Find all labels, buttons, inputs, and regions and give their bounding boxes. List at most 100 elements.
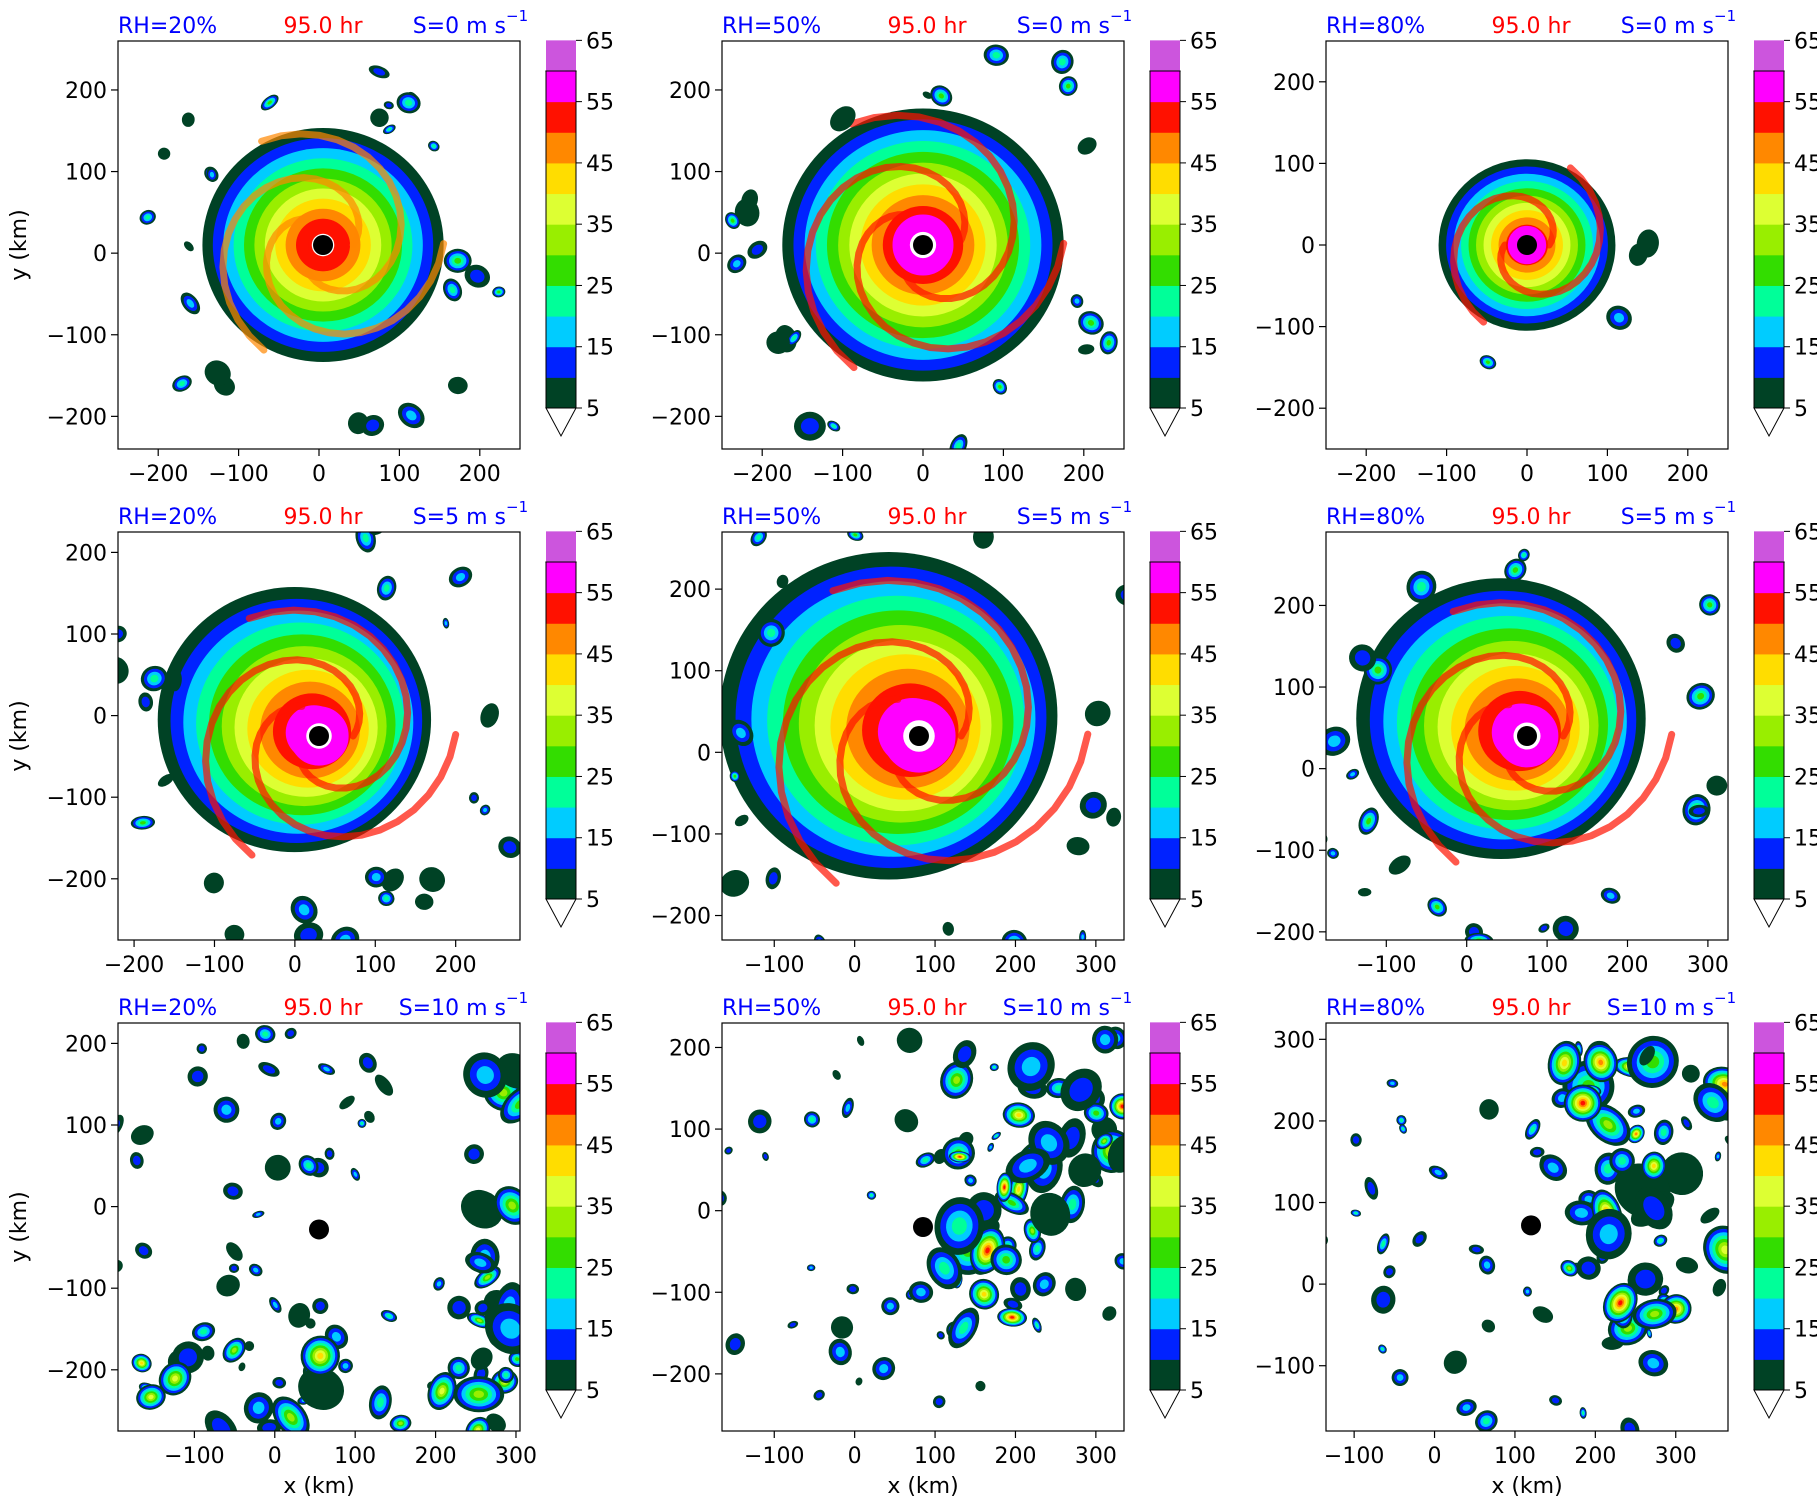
convective-cell — [255, 1025, 276, 1044]
convective-cell — [724, 1146, 733, 1155]
colorbar-tick-label: 25 — [1794, 765, 1817, 790]
colorbar-tick-label: 5 — [1190, 1379, 1204, 1404]
colorbar-extend-min — [1149, 407, 1181, 438]
spiral-band-2 — [245, 606, 412, 792]
colorbar-tick-label: 35 — [1794, 704, 1817, 729]
convective-cell — [1443, 1350, 1467, 1374]
downshear-rainband — [1675, 1257, 1699, 1274]
convective-cell — [1070, 294, 1084, 308]
convective-cell — [226, 1242, 243, 1261]
convective-cell — [806, 1264, 816, 1272]
convective-cell — [841, 1097, 854, 1118]
y-axis-label: y (km) — [7, 1191, 32, 1262]
x-tick-label: 200 — [1063, 462, 1105, 487]
x-tick-label: −200 — [732, 462, 792, 487]
rh-label: RH=20% — [118, 14, 217, 39]
convective-cell — [896, 1027, 923, 1053]
convective-cell — [1699, 594, 1721, 616]
convective-cell — [1658, 1285, 1670, 1297]
downshear-rainband — [1560, 1260, 1579, 1277]
colorbar-swatch — [546, 837, 576, 869]
convective-cell — [1304, 1230, 1323, 1249]
colorbar-tick-label: 35 — [586, 213, 614, 238]
colorbar-swatch — [546, 653, 576, 686]
colorbar-tick-label: 55 — [586, 582, 614, 607]
x-tick-label: 300 — [1687, 953, 1729, 978]
convective-cell — [270, 1112, 287, 1130]
colorbar-frame — [545, 70, 577, 409]
colorbar-swatch — [1754, 1114, 1784, 1146]
convective-cell — [1552, 915, 1579, 940]
colorbar-swatch — [1150, 40, 1180, 72]
convective-cell — [223, 1182, 243, 1200]
rh-label: RH=20% — [118, 505, 217, 530]
x-tick-label: −100 — [744, 953, 804, 978]
colorbar-tick-label: 65 — [1190, 29, 1218, 54]
downshear-rainband — [1585, 1208, 1632, 1260]
convective-cell — [139, 209, 156, 225]
convective-cell — [813, 1389, 825, 1401]
colorbar-tick-label: 45 — [1794, 643, 1817, 668]
colorbar-tick-label: 35 — [586, 1195, 614, 1220]
colorbar-swatch — [1754, 162, 1784, 195]
convective-cell — [338, 1358, 353, 1374]
colorbar-swatch — [1150, 285, 1180, 317]
convective-cell — [747, 240, 768, 259]
convective-cell — [1628, 243, 1648, 266]
colorbar-tick-label: 55 — [1794, 1073, 1817, 1098]
x-tick-label: 100 — [914, 1444, 956, 1469]
convective-cell — [1388, 855, 1411, 875]
colorbar-tick-label: 65 — [586, 29, 614, 54]
convective-cell — [776, 574, 789, 589]
convective-cell — [728, 719, 754, 747]
colorbar-swatch — [546, 1328, 576, 1360]
shear-label: S=0 m s — [1621, 14, 1714, 39]
storm-center-marker — [1521, 1215, 1542, 1236]
downshear-rainband — [470, 1347, 493, 1370]
panel-1-1: −100 0 100 200 300 −200 −100 0 100 200 RH=50% 95.0 … — [651, 498, 1218, 978]
rainband-field — [722, 1025, 1124, 1409]
convective-cell — [272, 1376, 287, 1389]
convective-cell — [1666, 633, 1685, 653]
eyewall — [882, 699, 956, 773]
y-tick-label: 100 — [1273, 1192, 1315, 1217]
colorbar-extend-min — [1149, 1389, 1181, 1420]
y-tick-label: 100 — [1273, 676, 1315, 701]
colorbar-swatch — [1754, 1144, 1784, 1177]
convective-cell — [1399, 1124, 1407, 1134]
convective-cell — [383, 101, 394, 110]
convective-cell — [1102, 1306, 1117, 1321]
convective-cell — [157, 773, 174, 787]
colorbar-swatch — [546, 1236, 576, 1268]
colorbar-swatch — [546, 346, 576, 378]
convective-cell — [252, 1210, 265, 1218]
y-tick-label: 100 — [669, 660, 711, 685]
downshear-rainband — [484, 1303, 520, 1355]
convective-cell — [1688, 804, 1710, 818]
y-tick-label: 200 — [669, 1036, 711, 1061]
shear-label-text: S=5 m s — [413, 505, 506, 530]
downshear-rainband — [948, 1307, 980, 1349]
convective-cell — [932, 1395, 946, 1409]
convective-cell — [181, 112, 195, 127]
eyewall — [892, 214, 954, 276]
colorbar-tick-label: 25 — [1794, 274, 1817, 299]
shear-exponent: −1 — [1110, 989, 1132, 1007]
colorbar-swatch — [1150, 1083, 1180, 1115]
downshear-rainband — [1627, 1262, 1664, 1296]
convective-cell — [915, 1152, 936, 1168]
colorbar-swatch — [1754, 1236, 1784, 1268]
colorbar-swatch — [546, 868, 576, 900]
convective-cell — [1576, 1256, 1601, 1280]
y-tick-label: 100 — [669, 1118, 711, 1143]
convective-cell — [1084, 700, 1111, 727]
y-tick-label: −100 — [1255, 316, 1315, 341]
convective-cell — [757, 618, 785, 647]
y-tick-label: −200 — [47, 868, 107, 893]
colorbar: 5 15 25 35 45 55 65 — [545, 520, 614, 929]
y-tick-label: 200 — [65, 541, 107, 566]
convective-cell — [975, 1380, 986, 1392]
convective-cell — [964, 1174, 977, 1187]
convective-cell — [1538, 923, 1550, 933]
eyewall — [289, 706, 349, 766]
